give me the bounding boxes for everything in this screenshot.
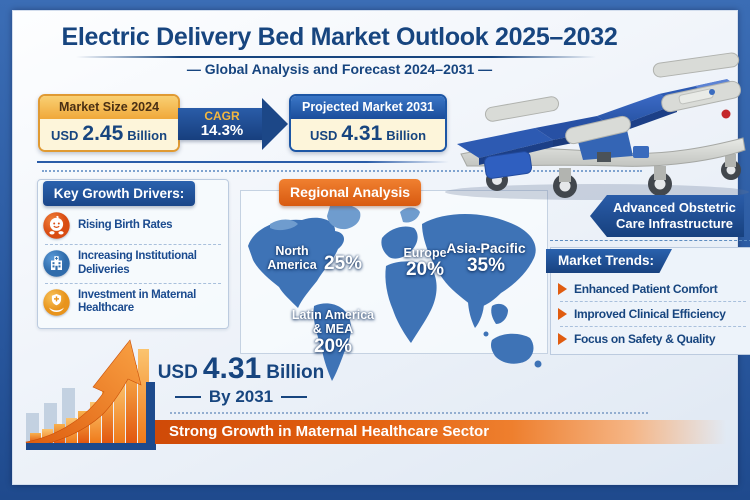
growth-drivers-heading: Key Growth Drivers: [43,181,195,206]
driver-label: Increasing Institutional Deliveries [78,250,197,276]
bottom-banner: Strong Growth in Maternal Healthcare Sec… [155,420,750,444]
projected-number: 4.31 [341,122,383,145]
trend-label: Improved Clinical Efficiency [574,307,726,321]
delivery-bed-image [445,52,749,200]
bar [114,379,125,443]
divider-solid [37,161,449,163]
triangle-bullet-icon [558,283,567,295]
region-name: North America [267,244,317,273]
market-size-number: 2.45 [82,122,124,145]
bar [30,433,41,443]
divider [45,244,221,245]
title-underline [76,56,596,58]
growth-arrow-icon [25,339,142,449]
projection-number: 4.31 [202,352,262,385]
arrow-body [178,108,262,140]
region-label-latam-mea: Latin America & MEA 20% [286,308,380,357]
divider [560,326,746,327]
region-share: 35% [466,255,506,277]
unit-suffix: Billion [386,128,427,143]
projected-market-label: Projected Market 2031 [291,96,445,119]
world-map [248,204,542,381]
trend-label: Enhanced Patient Comfort [574,282,718,296]
region-name: Latin America & MEA [291,308,375,337]
market-size-box: Market Size 2024 USD 2.45 Billion [38,94,180,152]
regional-analysis-heading: Regional Analysis [279,179,421,206]
region-label-europe: Europe 20% [396,246,454,280]
projected-market-box: Projected Market 2031 USD 4.31 Billion [289,94,447,152]
market-trends-heading: Market Trends: [546,249,672,273]
driver-label: Rising Birth Rates [78,218,173,231]
projection-year: By 2031 [150,387,332,407]
chart-axis [146,382,155,450]
bar [102,391,113,443]
projection-year-text: By 2031 [208,387,274,406]
arrow-head-icon [262,98,288,150]
region-name: Europe [403,246,447,260]
divider-dashed-right [550,240,750,241]
maternal-care-icon [43,289,70,316]
divider [45,282,221,284]
cagr-label: CAGR [204,109,240,123]
region-share: 20% [405,259,445,281]
hospital-icon [43,250,70,277]
baby-icon [43,212,70,239]
triangle-bullet-icon [558,308,567,320]
growth-bar-chart [24,332,169,450]
projected-label-year: 2031 [406,100,435,114]
trend-label: Focus on Safety & Quality [574,332,716,346]
page-background: Electric Delivery Bed Market Outlook 202… [12,10,750,485]
currency-prefix: USD [309,128,338,143]
bed-caption-banner: Advanced Obstetric Care Infrastructure [590,195,744,237]
unit-suffix: Billion [266,362,325,383]
market-size-value: USD 2.45 Billion [40,119,178,150]
region-label-asia-pacific: Asia-Pacific 35% [440,240,532,276]
currency-prefix: USD [50,128,79,143]
page-title: Electric Delivery Bed Market Outlook 202… [61,23,618,51]
triangle-bullet-icon [558,333,567,345]
bar [90,402,101,443]
region-share: 20% [313,335,353,357]
unit-suffix: Billion [127,128,168,143]
region-share: 25% [324,252,363,274]
list-item: Focus on Safety & Quality [558,327,748,351]
cagr-value: 14.3% [200,121,244,139]
divider-dotted-bottom [170,412,648,414]
region-name: Asia-Pacific [446,240,526,256]
list-item: Investment in Maternal Healthcare [41,285,225,321]
list-item: Increasing Institutional Deliveries [41,246,225,282]
growth-drivers-list: Rising Birth Rates Increasing Institutio… [41,208,225,320]
projected-market-value: USD 4.31 Billion [291,119,445,150]
market-trends-list: Enhanced Patient Comfort Improved Clinic… [558,277,748,351]
cagr-arrow: CAGR 14.3% [178,98,288,150]
chart-axis [26,443,156,450]
market-size-label: Market Size 2024 [40,96,178,119]
projection-callout: USD 4.31 Billion By 2031 [150,354,332,407]
driver-label: Investment in Maternal Healthcare [78,288,197,315]
projected-label-text: Projected Market [301,100,403,114]
list-item: Improved Clinical Efficiency [558,302,748,326]
list-item: Rising Birth Rates [41,208,225,243]
bar [126,365,137,443]
divider-dotted [42,170,642,172]
list-item: Enhanced Patient Comfort [558,277,748,301]
currency-prefix: USD [157,362,198,383]
region-label-north-america: North America 25% [264,244,362,273]
bar [138,349,149,443]
cagr-text: CAGR 14.3% [178,108,266,140]
divider [560,301,746,302]
page-subtitle: — Global Analysis and Forecast 2024–2031… [186,61,493,77]
